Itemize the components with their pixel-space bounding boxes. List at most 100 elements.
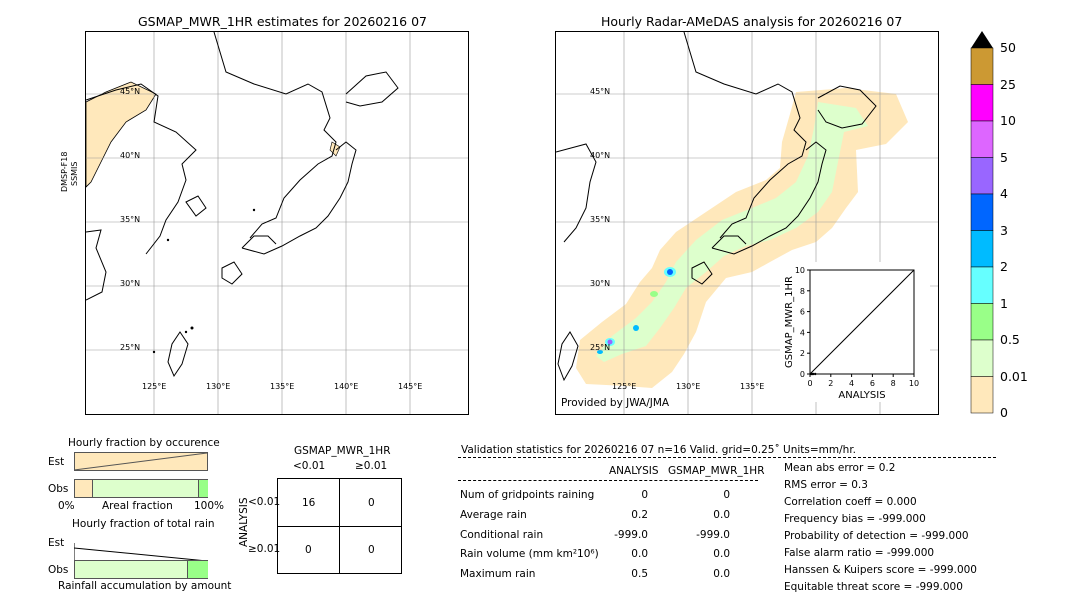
score-correlation: Correlation coeff = 0.000 (784, 496, 917, 508)
scatter-point (814, 372, 817, 376)
colorbar-swatch (970, 193, 994, 231)
scatter-y-tick-label: 10 (795, 266, 805, 275)
scatter-y-tick-label: 4 (800, 328, 805, 337)
validation-row-label-2: Average rain (460, 509, 527, 521)
accumulation-axis-label: Rainfall accumulation by amount (58, 580, 232, 592)
colorbar-swatch (970, 266, 994, 304)
right-map-canvas (556, 32, 938, 414)
scatter-y-tick-label: 0 (800, 370, 805, 379)
scatter-y-axis-label: GSMAP_MWR_1HR (784, 276, 795, 368)
right-lat-label-30: 30°N (590, 279, 611, 288)
right-lon-label-135: 135°E (740, 382, 765, 391)
colorbar-tick-label: 3 (1000, 222, 1008, 238)
accumulation-obs-accent (187, 561, 208, 578)
scatter-x-tick-label: 0 (807, 379, 812, 388)
validation-row-analysis-1: 0 (641, 489, 648, 501)
colorbar-tick-label: 4 (1000, 186, 1008, 201)
occurrence-obs-fill (92, 480, 199, 497)
left-lat-label-30: 30°N (120, 279, 141, 288)
accumulation-title: Hourly fraction of total rain (72, 518, 215, 530)
left-map-islands (152, 208, 256, 354)
validation-row-label-4: Rain volume (mm km²10⁶) (460, 548, 599, 560)
scatter-x-tick-label: 4 (849, 379, 854, 388)
validation-row-label-1: Num of gridpoints raining (460, 489, 595, 501)
left-lat-label-25: 25°N (120, 343, 141, 352)
validation-row-analysis-5: 0.5 (631, 568, 648, 580)
left-lon-label-140: 140°E (334, 382, 359, 391)
right-lat-label-45: 45°N (590, 87, 611, 96)
colorbar-swatch (970, 230, 994, 268)
colorbar-tick-label: 1 (1000, 295, 1008, 311)
validation-row-gsmap-3: -999.0 (696, 529, 730, 541)
left-lat-label-40: 40°N (120, 151, 141, 160)
validation-row-label-5: Maximum rain (460, 568, 536, 580)
accumulation-obs-bar (74, 560, 208, 579)
left-map-canvas (86, 32, 468, 414)
contingency-cell-2-1: 0 (305, 544, 312, 556)
colorbar-swatch (970, 157, 994, 195)
occurrence-axis-mid: Areal fraction (102, 500, 173, 512)
left-map-rain-area (86, 81, 157, 188)
right-map-credit: Provided by JWA/JMA (561, 397, 670, 409)
colorbar-graphic (970, 31, 994, 414)
colorbar-tick-label: 2 (1000, 259, 1008, 274)
validation-divider-top (458, 457, 996, 458)
occurrence-obs-accent (198, 480, 208, 497)
contingency-col-header-1: <0.01 (293, 460, 326, 472)
contingency-row-header-2: ≥0.01 (248, 543, 281, 555)
left-lon-label-145: 145°E (398, 382, 423, 391)
contingency-cell-1-1: 16 (302, 497, 316, 509)
colorbar-extend-arrow (971, 31, 993, 48)
right-map-rain-spots (597, 267, 676, 354)
score-frequency-bias: Frequency bias = -999.000 (784, 513, 926, 525)
scatter-point (811, 372, 815, 376)
left-lon-label-125: 125°E (142, 382, 167, 391)
validation-header: Validation statistics for 20260216 07 n=… (461, 444, 857, 456)
contingency-cell-1-2: 0 (368, 497, 375, 509)
colorbar-tick-label: 5 (1000, 149, 1008, 165)
scatter-diagonal (809, 269, 915, 375)
colorbar-swatch (970, 120, 994, 158)
score-pod: Probability of detection = -999.000 (784, 530, 969, 542)
left-lat-label-35: 35°N (120, 215, 141, 224)
validation-row-analysis-2: 0.2 (631, 509, 648, 521)
right-lon-label-125: 125°E (612, 382, 637, 391)
left-map-gridlines (86, 32, 468, 414)
scatter-x-axis-label: ANALYSIS (838, 390, 885, 401)
colorbar-swatch (970, 339, 994, 377)
colorbar-tick-label: 50 (1000, 40, 1016, 55)
scatter-plot: 0 2 4 6 8 10 0 2 4 6 8 10 ANALYSIS GSMAP_MWR_1HR (784, 266, 919, 401)
accumulation-obs-label: Obs (48, 564, 69, 576)
scatter-inset: 0 2 4 6 8 10 0 2 4 6 8 10 ANALYSIS GSMAP_MWR_1HR (780, 262, 930, 402)
right-map-title: Hourly Radar-AMeDAS analysis for 2026021… (601, 14, 903, 29)
validation-row-gsmap-5: 0.0 (713, 568, 730, 580)
colorbar-tick-label: 0.01 (1000, 368, 1028, 384)
validation-row-gsmap-4: 0.0 (713, 548, 730, 560)
validation-row-gsmap-1: 0 (723, 489, 730, 501)
colorbar-tick-label: 0 (1000, 405, 1008, 420)
accumulation-est-line (74, 543, 208, 562)
scatter-y-tick-label: 8 (800, 287, 805, 296)
scatter-x-tick-label: 2 (828, 379, 833, 388)
validation-divider-mid (458, 480, 758, 481)
right-lat-label-35: 35°N (590, 215, 611, 224)
score-ets: Equitable threat score = -999.000 (784, 581, 963, 593)
left-map-coastline (86, 32, 399, 378)
score-far: False alarm ratio = -999.000 (784, 547, 935, 559)
left-map-title: GSMAP_MWR_1HR estimates for 20260216 07 (138, 14, 427, 29)
left-lat-label-45: 45°N (120, 87, 141, 96)
contingency-title: GSMAP_MWR_1HR (294, 445, 391, 457)
occurrence-obs-label: Obs (48, 483, 69, 495)
scatter-y-tick-label: 2 (800, 349, 805, 358)
right-lat-label-25: 25°N (590, 343, 611, 352)
right-map-rain-green (596, 102, 868, 362)
colorbar-tick-label: 10 (1000, 113, 1016, 128)
colorbar: 50 25 10 5 4 3 2 1 0.5 0.01 0 (970, 30, 1030, 420)
contingency-row-header-1: <0.01 (248, 496, 281, 508)
colorbar-swatch (970, 303, 994, 341)
validation-row-gsmap-2: 0.0 (713, 509, 730, 521)
right-map-coastline (556, 32, 877, 382)
right-lat-label-40: 40°N (590, 151, 611, 160)
scatter-x-tick-label: 8 (891, 379, 896, 388)
validation-row-label-3: Conditional rain (460, 529, 544, 541)
